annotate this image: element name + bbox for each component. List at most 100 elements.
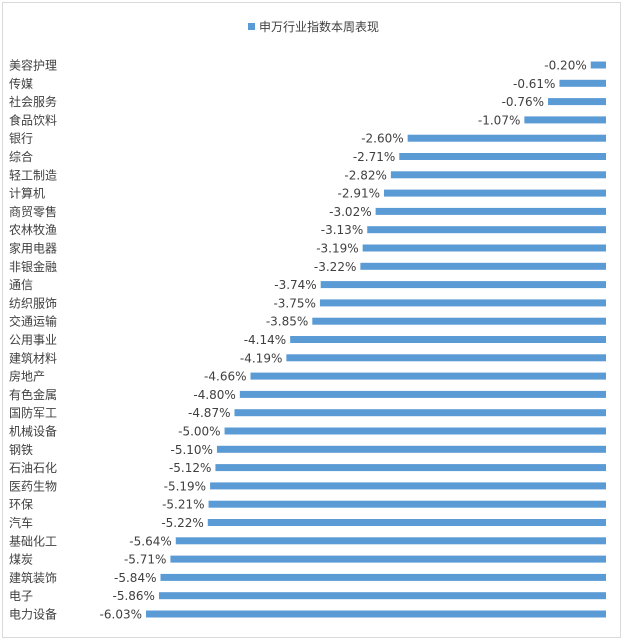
bar: [146, 610, 606, 618]
bar: [407, 134, 606, 142]
category-label: 食品饮料: [9, 112, 57, 127]
bar: [208, 500, 606, 508]
data-label: -6.03%: [100, 608, 142, 622]
category-labels: 美容护理传媒社会服务食品饮料银行综合轻工制造计算机商贸零售农林牧渔家用电器非银金…: [9, 58, 57, 622]
bar: [210, 482, 607, 490]
bar: [548, 98, 606, 106]
data-label: -0.20%: [544, 59, 586, 73]
category-label: 石油石化: [9, 461, 57, 475]
bars: [146, 61, 607, 618]
data-label: -5.71%: [124, 553, 166, 567]
data-label: -3.74%: [274, 278, 316, 292]
category-label: 电子: [9, 589, 33, 603]
bar-chart: 申万行业指数本周表现 美容护理传媒社会服务食品饮料银行综合轻工制造计算机商贸零售…: [9, 19, 607, 622]
bar: [320, 281, 606, 289]
bar: [362, 244, 606, 252]
bar: [234, 409, 606, 417]
data-label: -4.87%: [188, 406, 230, 420]
category-label: 钢铁: [9, 443, 33, 457]
legend-entry: 申万行业指数本周表现: [259, 19, 379, 34]
data-label: -5.12%: [169, 461, 211, 475]
data-label: -5.64%: [129, 534, 171, 548]
category-label: 农林牧渔: [9, 223, 57, 237]
category-label: 非银金融: [9, 259, 57, 274]
category-label: 交通运输: [9, 314, 57, 329]
category-label: 煤炭: [9, 553, 33, 567]
category-label: 公用事业: [9, 333, 57, 347]
data-label: -3.75%: [273, 296, 315, 310]
data-label: -2.91%: [338, 187, 380, 201]
data-label: -2.82%: [344, 168, 386, 182]
category-label: 社会服务: [9, 94, 57, 109]
data-label: -5.22%: [161, 516, 203, 530]
bar: [390, 171, 606, 179]
data-label: -5.00%: [178, 425, 220, 439]
data-label: -3.19%: [316, 242, 358, 256]
data-label: -0.76%: [502, 95, 544, 109]
bar: [367, 226, 606, 234]
category-label: 环保: [9, 498, 33, 512]
category-label: 家用电器: [9, 241, 57, 256]
bar: [224, 427, 606, 435]
bar: [215, 464, 607, 472]
bar: [399, 153, 606, 160]
bar: [590, 61, 606, 69]
data-label: -3.13%: [321, 223, 363, 237]
category-label: 传媒: [9, 76, 33, 91]
category-label: 基础化工: [9, 534, 57, 548]
bar: [175, 537, 606, 545]
category-label: 机械设备: [9, 424, 57, 439]
category-label: 国防军工: [9, 405, 57, 420]
category-label: 有色金属: [9, 387, 57, 402]
bar: [160, 573, 606, 581]
category-label: 房地产: [9, 369, 45, 384]
bar: [158, 592, 606, 600]
bar: [170, 555, 607, 563]
category-label: 汽车: [9, 515, 33, 530]
legend: 申万行业指数本周表现: [248, 19, 379, 34]
category-label: 美容护理: [9, 58, 57, 73]
bar: [319, 299, 606, 307]
category-label: 建筑材料: [9, 350, 57, 365]
data-label: -2.71%: [353, 150, 395, 164]
data-label: -3.02%: [329, 205, 371, 219]
category-label: 银行: [9, 132, 33, 146]
data-label: -4.19%: [240, 351, 282, 365]
category-label: 电力设备: [9, 608, 57, 622]
bar: [524, 116, 606, 124]
bar: [375, 207, 606, 215]
category-label: 纺织服饰: [9, 296, 57, 310]
value-labels: -0.20% -0.61% -0.76% -1.07% -2.60% -2.71% -2.8…: [100, 59, 587, 622]
data-label: -5.86%: [113, 589, 155, 603]
bar: [290, 336, 606, 343]
chart-frame: 申万行业指数本周表现 美容护理传媒社会服务食品饮料银行综合轻工制造计算机商贸零售…: [2, 2, 621, 638]
data-label: -4.14%: [244, 333, 286, 347]
bar: [360, 262, 606, 270]
category-label: 商贸零售: [9, 204, 57, 219]
category-label: 医药生物: [9, 479, 57, 493]
category-label: 通信: [9, 278, 33, 292]
category-label: 计算机: [9, 186, 45, 201]
data-label: -4.66%: [204, 370, 246, 384]
data-label: -5.19%: [164, 479, 206, 493]
category-label: 轻工制造: [9, 168, 57, 182]
data-label: -4.80%: [193, 388, 235, 402]
bar: [384, 189, 606, 197]
data-label: -5.21%: [162, 498, 204, 512]
bar: [216, 445, 607, 453]
legend-swatch: [248, 23, 255, 30]
data-label: -3.85%: [266, 315, 308, 329]
data-label: -0.61%: [513, 77, 555, 91]
data-label: -1.07%: [478, 113, 520, 127]
bar: [250, 372, 606, 380]
category-label: 建筑装饰: [9, 570, 57, 585]
bar: [559, 79, 606, 87]
bar: [312, 317, 606, 325]
data-label: -2.60%: [361, 132, 403, 146]
data-label: -5.10%: [170, 443, 212, 457]
data-label: -3.22%: [314, 260, 356, 274]
category-label: 综合: [9, 149, 33, 164]
data-label: -5.84%: [114, 571, 156, 585]
bar: [286, 354, 606, 362]
bar: [239, 390, 606, 398]
